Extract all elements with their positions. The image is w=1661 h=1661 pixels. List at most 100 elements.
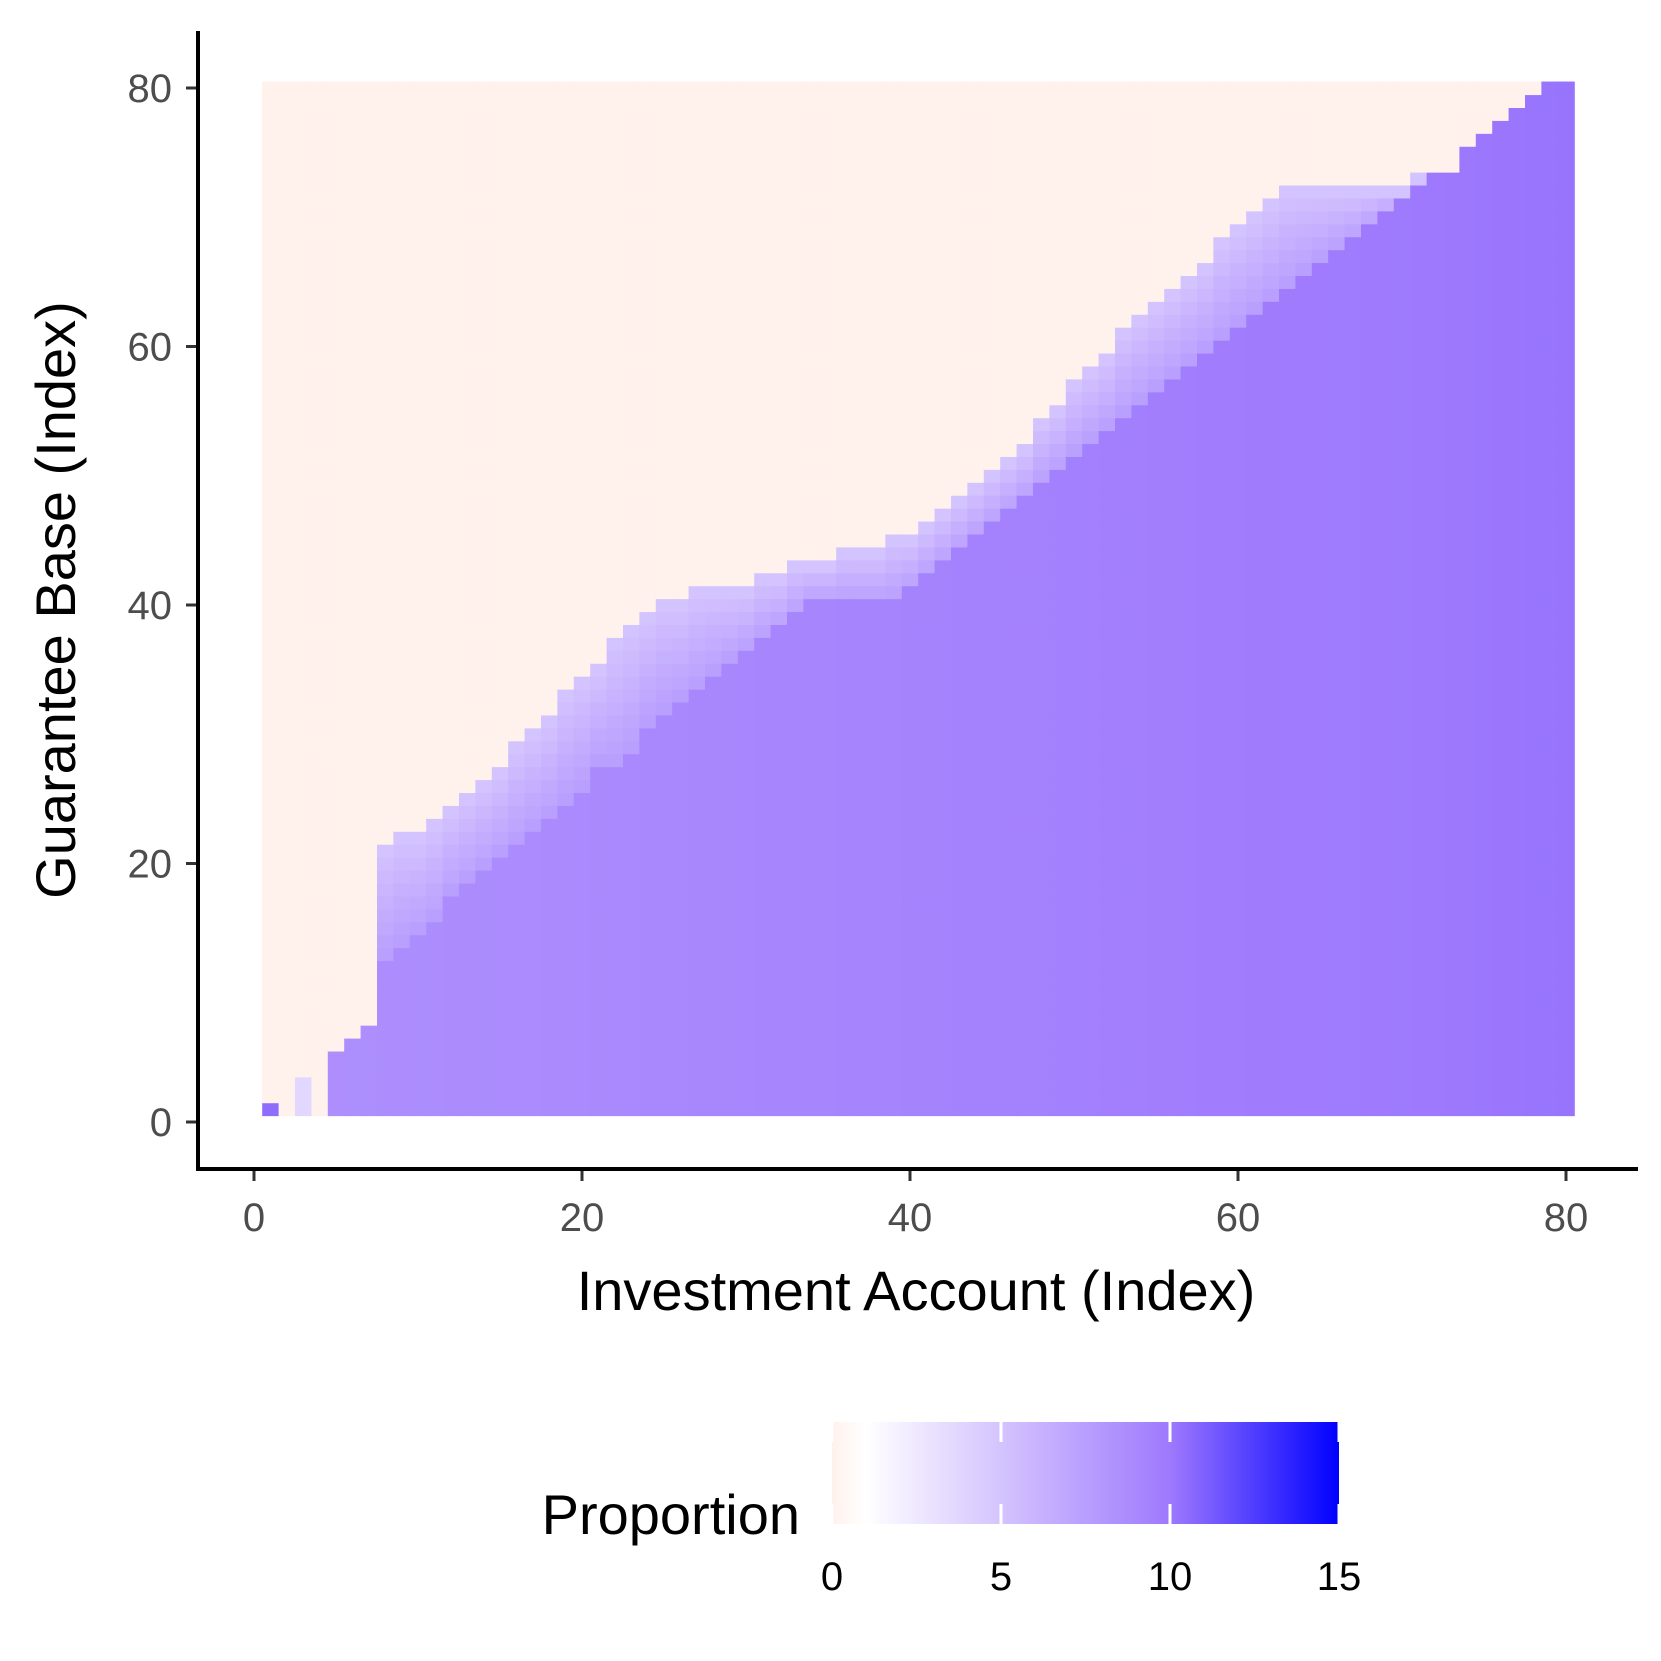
heatmap-cell — [1213, 508, 1231, 522]
heatmap-cell — [1016, 417, 1034, 432]
heatmap-cell — [1016, 689, 1034, 703]
heatmap-cell — [1131, 766, 1149, 781]
heatmap-cell — [508, 391, 526, 406]
heatmap-cell — [1246, 714, 1264, 729]
heatmap-cell — [770, 895, 788, 910]
heatmap-cell — [442, 301, 460, 315]
heatmap-cell — [1197, 314, 1214, 328]
heatmap-cell — [1147, 598, 1165, 613]
heatmap-cell — [836, 973, 854, 987]
heatmap-cell — [705, 1076, 722, 1091]
heatmap-cell — [1180, 262, 1198, 277]
heatmap-cell — [459, 740, 476, 755]
heatmap-cell — [1180, 546, 1198, 561]
heatmap-cell — [426, 340, 444, 354]
heatmap-cell — [606, 818, 624, 832]
heatmap-cell — [393, 766, 411, 781]
heatmap-cell — [721, 495, 739, 509]
heatmap-cell — [1180, 288, 1198, 302]
heatmap-cell — [344, 1050, 362, 1065]
heatmap-cell — [737, 689, 755, 703]
heatmap-cell — [639, 340, 657, 354]
heatmap-cell — [590, 223, 608, 238]
heatmap-cell — [1016, 365, 1034, 380]
heatmap-cell — [1197, 999, 1214, 1013]
heatmap-cell — [1279, 1050, 1296, 1065]
heatmap-cell — [803, 430, 821, 445]
heatmap-cell — [705, 107, 722, 121]
heatmap-cell — [967, 249, 985, 264]
heatmap-cell — [1098, 818, 1116, 832]
heatmap-cell — [934, 365, 952, 380]
heatmap-cell — [409, 818, 427, 832]
heatmap-cell — [951, 766, 968, 781]
heatmap-cell — [1016, 753, 1034, 768]
heatmap-cell — [639, 585, 657, 600]
heatmap-cell — [442, 184, 460, 199]
heatmap-cell — [705, 365, 722, 380]
heatmap-cell — [1065, 908, 1083, 923]
heatmap-cell — [409, 624, 427, 638]
heatmap-cell — [934, 637, 952, 651]
heatmap-cell — [327, 559, 345, 574]
heatmap-cell — [737, 1012, 755, 1026]
heatmap-cell — [524, 572, 542, 587]
heatmap-cell — [672, 210, 690, 225]
heatmap-cell — [295, 236, 312, 251]
heatmap-cell — [426, 986, 444, 1000]
heatmap-cell — [1065, 818, 1083, 832]
heatmap-cell — [557, 533, 575, 548]
heatmap-cell — [606, 598, 624, 613]
heatmap-cell — [672, 689, 690, 703]
heatmap-cell — [1164, 1037, 1182, 1052]
heatmap-cell — [409, 844, 427, 858]
heatmap-cell — [1033, 947, 1050, 962]
heatmap-cell — [869, 689, 886, 703]
heatmap-cell — [1000, 223, 1018, 238]
heatmap-cell — [737, 973, 755, 987]
heatmap-cell — [639, 908, 657, 923]
heatmap-cell — [327, 727, 345, 742]
heatmap-cell — [311, 624, 329, 638]
heatmap-cell — [918, 133, 936, 147]
heatmap-cell — [459, 624, 476, 638]
heatmap-cell — [491, 701, 509, 716]
heatmap-cell — [721, 857, 739, 871]
heatmap-cell — [377, 1076, 394, 1091]
heatmap-cell — [1000, 533, 1018, 548]
heatmap-cell — [1147, 391, 1165, 406]
heatmap-cell — [1279, 973, 1296, 987]
heatmap-cell — [409, 223, 427, 238]
heatmap-cell — [377, 1102, 394, 1117]
heatmap-cell — [983, 637, 1001, 651]
heatmap-cell — [1246, 546, 1264, 561]
heatmap-cell — [295, 585, 312, 600]
heatmap-cell — [901, 120, 919, 134]
heatmap-cell — [508, 986, 526, 1000]
heatmap-cell — [951, 469, 968, 483]
heatmap-cell — [590, 947, 608, 962]
heatmap-cell — [951, 495, 968, 509]
heatmap-cell — [1246, 210, 1264, 225]
heatmap-cell — [459, 456, 476, 470]
heatmap-cell — [787, 611, 804, 625]
heatmap-cell — [1147, 378, 1165, 393]
heatmap-cell — [951, 831, 968, 845]
heatmap-cell — [1049, 818, 1067, 832]
heatmap-cell — [951, 559, 968, 574]
heatmap-cell — [344, 766, 362, 781]
heatmap-cell — [1164, 766, 1182, 781]
heatmap-cell — [1262, 805, 1280, 819]
heatmap-cell — [590, 779, 608, 794]
heatmap-cell — [1229, 236, 1247, 251]
heatmap-cell — [852, 262, 870, 277]
heatmap-cell — [705, 792, 722, 806]
heatmap-cell — [442, 404, 460, 419]
heatmap-cell — [1065, 249, 1083, 264]
heatmap-cell — [672, 365, 690, 380]
heatmap-cell — [344, 365, 362, 380]
heatmap-cell — [475, 934, 493, 949]
heatmap-cell — [475, 1102, 493, 1117]
heatmap-cell — [1180, 805, 1198, 819]
heatmap-cell — [1246, 792, 1264, 806]
